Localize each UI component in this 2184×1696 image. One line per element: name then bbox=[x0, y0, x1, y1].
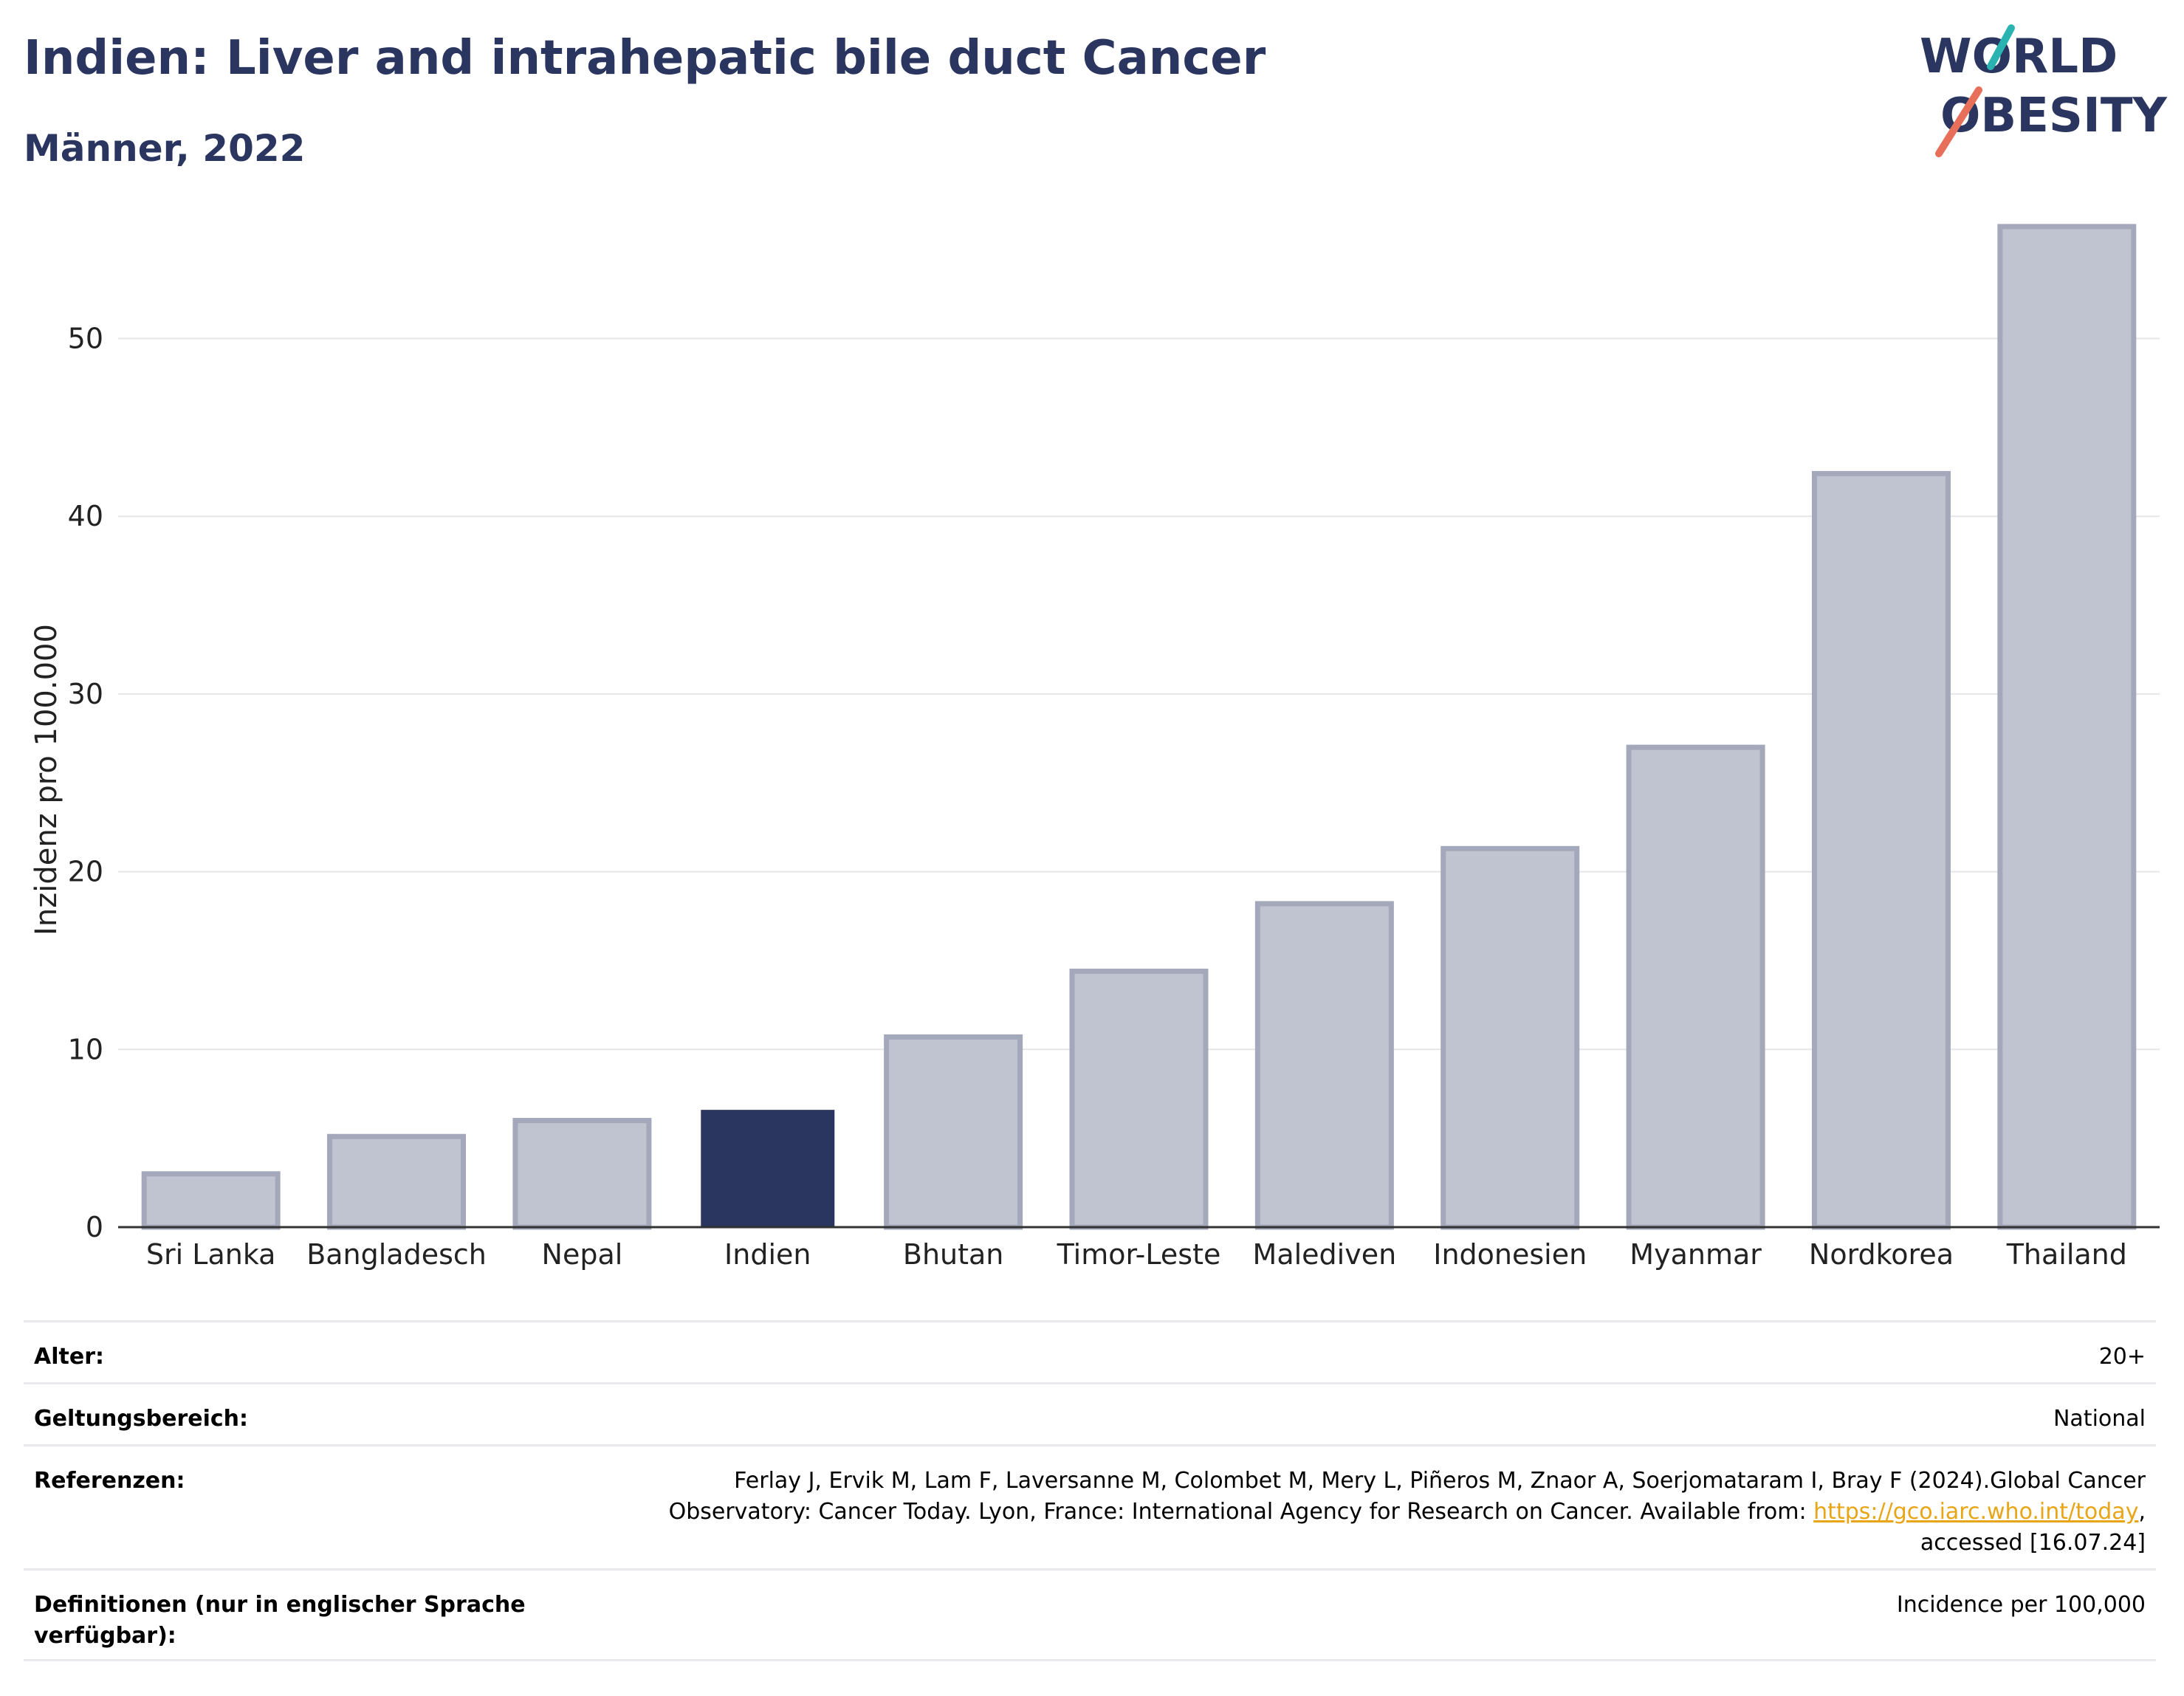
logo-line-1: WORLD bbox=[1920, 30, 2118, 84]
bar bbox=[1440, 845, 1580, 1230]
info-row-scope: Geltungsbereich: National bbox=[24, 1382, 2156, 1444]
x-tick-label: Indien bbox=[724, 1238, 811, 1271]
y-tick-label: 40 bbox=[68, 500, 103, 532]
x-tick-label: Nordkorea bbox=[1809, 1238, 1954, 1271]
info-row-references: Referenzen: Ferlay J, Ervik M, Lam F, La… bbox=[24, 1444, 2156, 1568]
x-tick-label: Nepal bbox=[542, 1238, 623, 1271]
bar bbox=[327, 1133, 467, 1230]
bar bbox=[884, 1034, 1023, 1230]
bar bbox=[141, 1171, 281, 1230]
y-tick-label: 30 bbox=[68, 678, 103, 710]
x-tick-label: Myanmar bbox=[1630, 1238, 1762, 1271]
age-value: 20+ bbox=[2098, 1344, 2146, 1370]
scope-value: National bbox=[2053, 1406, 2146, 1432]
logo-teal-slash bbox=[1987, 24, 2015, 70]
bars bbox=[141, 224, 2137, 1230]
x-tick-label: Malediven bbox=[1253, 1238, 1397, 1271]
x-tick-label: Bhutan bbox=[903, 1238, 1004, 1271]
references-link[interactable]: https://gco.iarc.who.int/today bbox=[1813, 1499, 2139, 1525]
x-tick-label: Timor-Leste bbox=[1057, 1238, 1221, 1271]
bar bbox=[1626, 744, 1765, 1230]
bar bbox=[1069, 968, 1209, 1230]
info-row-definitions: Definitionen (nur in englischer Sprache … bbox=[24, 1568, 2156, 1661]
y-tick-labels: 0 10 20 30 40 50 bbox=[68, 322, 103, 1243]
references-label: Referenzen: bbox=[34, 1468, 185, 1494]
bar bbox=[1997, 224, 2137, 1230]
bar bbox=[1254, 901, 1394, 1230]
x-tick-label: Sri Lanka bbox=[146, 1238, 276, 1271]
age-label: Alter: bbox=[34, 1344, 104, 1370]
bar-chart: 0 10 20 30 40 50 Sri Lanka Bangladesch Nepal Ind… bbox=[30, 224, 2160, 1271]
logo-coral-slash bbox=[1935, 86, 1982, 157]
references-text-1: Ferlay J, Ervik M, Lam F, Laversanne M, … bbox=[668, 1468, 2146, 1525]
x-tick-label: Bangladesch bbox=[306, 1238, 487, 1271]
y-tick-label: 20 bbox=[68, 856, 103, 888]
references-value: Ferlay J, Ervik M, Lam F, Laversanne M, … bbox=[654, 1466, 2146, 1559]
x-tick-label: Indonesien bbox=[1433, 1238, 1587, 1271]
y-tick-label: 50 bbox=[68, 322, 103, 354]
info-table: Alter: 20+ Geltungsbereich: National Ref… bbox=[24, 1320, 2156, 1661]
definitions-value: Incidence per 100,000 bbox=[1896, 1592, 2146, 1618]
bar bbox=[512, 1118, 652, 1230]
bar-highlighted bbox=[701, 1110, 835, 1227]
references-text-2: , accessed [16.07.24] bbox=[1920, 1499, 2146, 1556]
x-tick-label: Thailand bbox=[2006, 1238, 2127, 1271]
y-axis-title: Inzidenz pro 100.000 bbox=[30, 624, 63, 935]
x-tick-labels: Sri Lanka Bangladesch Nepal Indien Bhutan Tim… bbox=[146, 1238, 2127, 1271]
bar bbox=[1811, 470, 1951, 1230]
page-title: Indien: Liver and intrahepatic bile duct… bbox=[24, 31, 1266, 86]
definitions-label: Definitionen (nur in englischer Sprache … bbox=[34, 1592, 526, 1649]
scope-label: Geltungsbereich: bbox=[34, 1406, 249, 1432]
y-tick-label: 10 bbox=[68, 1033, 103, 1065]
world-obesity-logo: WORLD OBESITY bbox=[1920, 24, 2167, 157]
y-tick-label: 0 bbox=[86, 1211, 103, 1243]
page-subtitle: Männer, 2022 bbox=[24, 127, 306, 170]
info-row-age: Alter: 20+ bbox=[24, 1320, 2156, 1382]
